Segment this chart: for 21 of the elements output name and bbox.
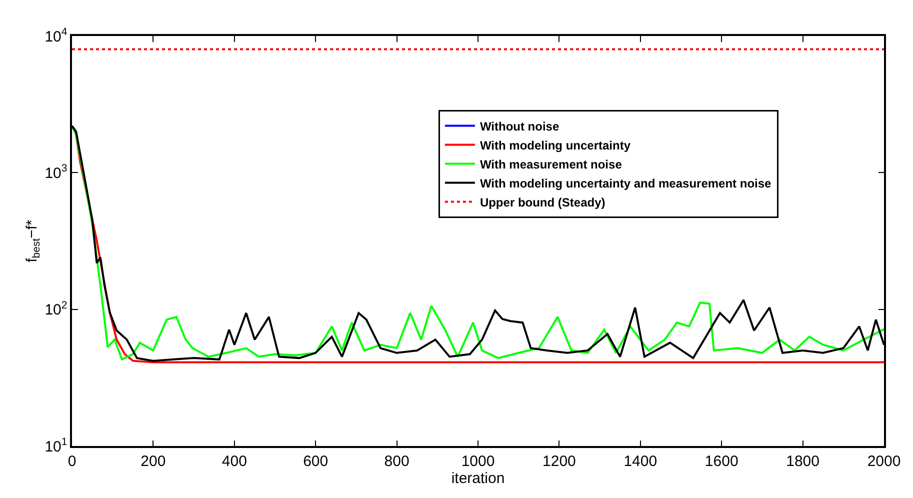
x-tick-label: 1200 [542,452,576,470]
x-tick-label: 1600 [704,452,738,470]
x-tick-label: 1400 [624,452,658,470]
y-tick-label: 10$^{3}$ [44,162,68,182]
legend-label: With measurement noise [480,157,622,172]
y-tick-label: 10$^{2}$ [44,299,68,319]
legend-label: Without noise [480,119,560,134]
y-tick-label: 10$^{1}$ [44,436,68,456]
x-tick-label: 400 [222,452,247,470]
legend-label: Upper bound (Steady) [480,195,606,210]
y-tick-label: 10$^{4}$ [44,26,68,46]
x-tick-label: 1800 [786,452,820,470]
legend-label: With modeling uncertainty and measurement noise [480,176,772,190]
x-axis-title: iteration [451,470,505,487]
x-tick-label: 200 [140,452,166,470]
x-tick-label: 800 [384,452,410,470]
x-tick-label: 1000 [461,452,495,470]
legend-label: With modeling uncertainty [480,138,631,152]
x-tick-label: 0 [68,452,76,470]
x-tick-label: 600 [303,452,328,470]
x-tick-label: 2000 [867,452,901,470]
